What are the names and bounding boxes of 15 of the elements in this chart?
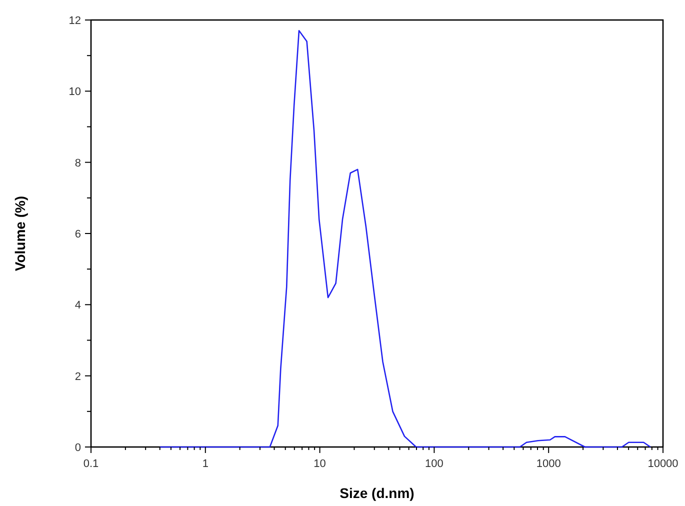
y-tick-label: 8 <box>74 157 81 170</box>
y-axis-title: Volume (%) <box>12 196 28 272</box>
x-tick-label: 1 <box>202 458 208 470</box>
x-tick-label: 10 <box>314 458 326 470</box>
x-tick-label: 10000 <box>648 458 678 470</box>
x-tick-label: 0.1 <box>83 458 99 470</box>
y-tick-label: 2 <box>74 370 81 383</box>
y-tick-label: 10 <box>68 86 81 98</box>
y-tick-label: 12 <box>68 15 81 27</box>
x-axis-title: Size (d.nm) <box>340 485 414 501</box>
x-tick-label: 100 <box>425 458 444 470</box>
y-tick-label: 0 <box>74 442 81 454</box>
x-tick-label: 1000 <box>536 458 561 470</box>
y-tick-label: 4 <box>74 300 81 312</box>
y-tick-label: 6 <box>74 228 81 240</box>
